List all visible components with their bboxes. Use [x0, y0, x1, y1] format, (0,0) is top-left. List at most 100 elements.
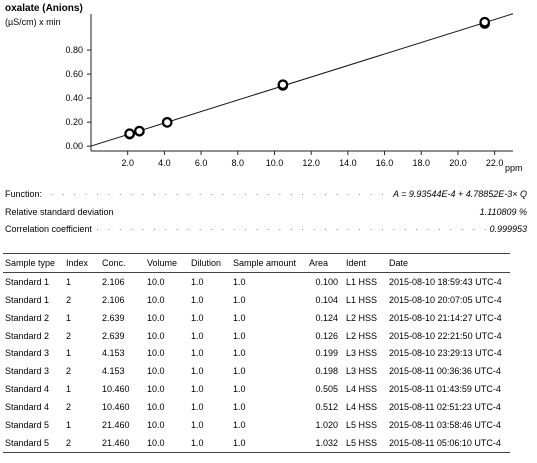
x-tick-label: 14.0	[339, 158, 357, 168]
table-cell: 1.0	[189, 433, 231, 453]
table-cell: 2.106	[102, 294, 125, 305]
table-cell: 1.0	[231, 433, 307, 453]
table-cell: 10.0	[147, 294, 165, 305]
table-cell: Standard 4	[5, 402, 50, 413]
calibration-table: Sample type Index Conc. Volume Dilution …	[3, 253, 510, 453]
table-cell: L1 HSS	[346, 276, 378, 287]
rsd-row: Relative standard deviation 1.110809 %	[5, 205, 527, 219]
table-cell: 1.0	[233, 294, 246, 305]
table-cell: 2	[64, 433, 100, 453]
correlation-label: Correlation coefficient	[5, 222, 94, 236]
correlation-row: . . . . . . . . . . . . . . . . . . . . …	[5, 222, 527, 236]
table-row: Standard 2 1 2.639 10.0 1.0 1.0 0.124 L2 HSS 201…	[3, 309, 510, 327]
table-cell: 1.020	[315, 419, 338, 430]
table-cell: 0.505	[315, 384, 338, 395]
table-row: Standard 5 1 21.460 10.0 1.0 1.0 1.020 L5 HSS 20…	[3, 416, 510, 434]
table-row: Standard 1 2 2.106 10.0 1.0 1.0 0.104 L1 HSS 201…	[3, 291, 510, 309]
rsd-label: Relative standard deviation	[5, 205, 116, 219]
x-tick-label: 10.0	[266, 158, 284, 168]
table-cell: 21.460	[100, 433, 145, 453]
table-cell: 1	[66, 276, 72, 287]
table-cell: 1.0	[233, 276, 246, 287]
x-tick-label: 8.0	[232, 158, 245, 168]
column-header: Sample amount	[231, 253, 307, 273]
table-cell: 2	[66, 330, 72, 341]
table-cell: 1	[66, 312, 72, 323]
table-cell: L4 HSS	[346, 384, 378, 395]
table-cell: 1	[66, 384, 72, 395]
table-cell: 2015-08-11 01:43:59 UTC-4	[389, 384, 501, 395]
table-cell: 2.639	[102, 330, 125, 341]
table-cell: 2015-08-11 00:36:36 UTC-4	[389, 366, 501, 377]
table-cell: L5 HSS	[344, 433, 387, 453]
table-cell: Standard 2	[5, 312, 50, 323]
y-tick-label: 0.00	[65, 141, 83, 151]
table-cell: 21.460	[102, 419, 130, 430]
column-header: Sample type	[3, 253, 64, 273]
table-cell: Standard 3	[5, 366, 50, 377]
table-cell: 1.0	[191, 294, 204, 305]
data-point	[134, 125, 145, 137]
table-cell: 10.0	[147, 330, 165, 341]
data-point	[277, 79, 289, 90]
table-cell: L4 HSS	[346, 402, 378, 413]
table-cell: 1.0	[233, 312, 246, 323]
table-cell: 2	[66, 402, 72, 413]
table-cell: 1.0	[191, 419, 204, 430]
column-header: Volume	[145, 253, 189, 273]
table-cell: 1.0	[191, 276, 204, 287]
table-cell: 1.0	[233, 366, 246, 377]
table-cell: Standard 5	[3, 433, 64, 453]
column-header: Dilution	[189, 253, 231, 273]
table-cell: Standard 4	[5, 384, 50, 395]
table-cell: 2015-08-11 05:06:10 UTC-4	[387, 433, 510, 453]
leader-dots: . . . . . . . . . . . . . . . . . . . . …	[5, 187, 527, 197]
table-cell: 10.0	[145, 433, 189, 453]
table-cell: 2.106	[102, 276, 125, 287]
x-tick-label: 20.0	[449, 158, 467, 168]
table-cell: 1.0	[191, 402, 204, 413]
table-cell: 10.0	[147, 366, 165, 377]
table-cell: L5 HSS	[346, 419, 378, 430]
table-cell: 10.460	[102, 384, 130, 395]
table-row: Standard 3 1 4.153 10.0 1.0 1.0 0.199 L3 HSS 201…	[3, 344, 510, 362]
table-cell: 10.0	[147, 312, 165, 323]
table-cell: 1.0	[233, 348, 246, 359]
column-header: Index	[64, 253, 100, 273]
fit-line-group	[90, 13, 514, 147]
table-cell: 10.0	[147, 384, 165, 395]
table-cell: 0.100	[315, 276, 338, 287]
table-cell: 2015-08-11 03:58:46 UTC-4	[389, 419, 501, 430]
table-cell: L2 HSS	[346, 330, 378, 341]
table-cell: 1.032	[307, 433, 344, 453]
rsd-value: 1.110809 %	[476, 205, 527, 219]
correlation-value: 0.999953	[486, 222, 527, 236]
table-cell: 0.198	[315, 366, 338, 377]
table-cell: 2	[66, 366, 72, 377]
table-cell: L3 HSS	[346, 348, 378, 359]
column-header: Area	[307, 253, 344, 273]
table-cell: 0.199	[315, 348, 338, 359]
table-cell: 1.0	[233, 330, 246, 341]
table-row: Standard 4 1 10.460 10.0 1.0 1.0 0.505 L4 HSS 20…	[3, 380, 510, 398]
table-cell: 0.104	[315, 294, 338, 305]
table-cell: L2 HSS	[346, 312, 378, 323]
table-cell: 2	[66, 294, 72, 305]
table-cell: 2015-08-10 18:59:43 UTC-4	[389, 276, 502, 287]
table-row: Standard 1 1 2.106 10.0 1.0 1.0 0.100 L1 HSS 201…	[3, 272, 510, 290]
table-cell: 4.153	[102, 366, 125, 377]
table-cell: 2015-08-11 02:51:23 UTC-4	[389, 402, 501, 413]
leader-dots: . . . . . . . . . . . . . . . . . . . . …	[5, 222, 527, 232]
table-cell: Standard 3	[5, 348, 50, 359]
table-cell: Standard 1	[5, 276, 50, 287]
calibration-fit-line	[90, 13, 514, 147]
table-row: Standard 3 2 4.153 10.0 1.0 1.0 0.198 L3 HSS 201…	[3, 362, 510, 380]
table-cell: 1.0	[191, 366, 204, 377]
table-cell: 10.0	[147, 402, 165, 413]
column-header: Ident	[344, 253, 387, 273]
table-cell: 1.0	[233, 419, 246, 430]
x-tick-label: 4.0	[158, 158, 171, 168]
x-tick-label: 12.0	[302, 158, 320, 168]
data-point	[161, 117, 173, 128]
table-row: Standard 2 2 2.639 10.0 1.0 1.0 0.126 L2 HSS 201…	[3, 327, 510, 345]
